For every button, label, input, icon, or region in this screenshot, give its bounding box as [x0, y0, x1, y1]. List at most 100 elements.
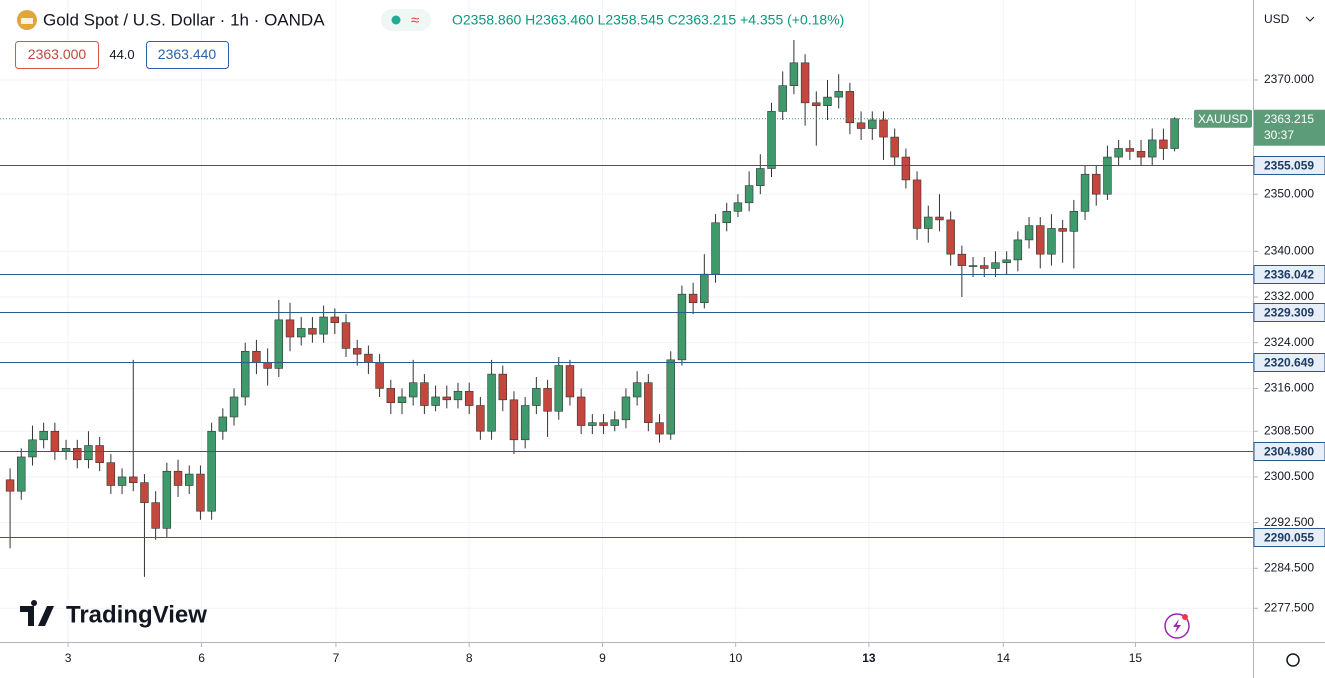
candle-body — [1024, 225, 1034, 241]
candle-body — [498, 373, 507, 401]
candle-body — [756, 168, 765, 186]
candle-body — [364, 353, 373, 363]
candle-body — [252, 350, 261, 363]
y-tick-label: 2316.000 — [1264, 381, 1314, 395]
candle-body — [162, 470, 172, 529]
candle-body — [565, 365, 575, 398]
candle-body — [644, 382, 653, 423]
currency[interactable]: USD — [1264, 12, 1290, 26]
candle-body — [1002, 259, 1011, 264]
y-tick-label: 2332.000 — [1264, 289, 1314, 303]
candle-body — [912, 179, 922, 229]
candle-body — [599, 422, 608, 426]
candle-body — [84, 445, 93, 461]
y-tick-label: 2350.000 — [1264, 186, 1314, 200]
candle-body — [173, 470, 183, 486]
candle-body — [296, 328, 306, 338]
currency-caret — [1305, 16, 1315, 22]
level-label-box — [1253, 528, 1325, 547]
candle-body — [968, 265, 978, 267]
candle-body — [935, 216, 944, 221]
candle-body — [285, 319, 295, 338]
candle-body — [677, 293, 687, 361]
candle-body — [946, 219, 955, 255]
buy-button[interactable] — [146, 41, 229, 69]
candle-body — [487, 373, 496, 432]
candle-body — [632, 382, 642, 398]
candle-body — [957, 253, 967, 266]
corner — [1254, 643, 1325, 678]
level-label: 2336.042 — [1264, 268, 1314, 282]
symbol-logo-bar — [21, 18, 33, 24]
level-label-box — [1253, 442, 1325, 461]
candle-body — [229, 396, 239, 418]
candle-body — [207, 430, 216, 512]
candle-body — [408, 382, 418, 398]
current-price-label: 2363.215 — [1264, 112, 1314, 126]
candle-body — [95, 445, 104, 463]
sell-button[interactable] — [15, 41, 99, 69]
candle-body — [330, 316, 340, 324]
candle-body — [1013, 239, 1023, 261]
candle-body — [1136, 151, 1146, 158]
y-tick-label: 2292.500 — [1264, 515, 1314, 529]
candle-body — [834, 91, 843, 98]
candle-body — [655, 422, 664, 435]
candle-body — [1058, 228, 1067, 232]
sell-price: 2363.000 — [28, 46, 87, 62]
candle-body — [823, 96, 832, 106]
plot — [0, 0, 1253, 642]
candle-body — [722, 211, 731, 224]
candle-body — [856, 122, 866, 129]
ohlc: O2358.860 H2363.460 L2358.545 C2363.215 … — [452, 12, 844, 28]
candle-body — [151, 502, 160, 529]
candle-body — [218, 416, 228, 432]
x-tick-label: 15 — [1129, 651, 1143, 665]
x-tick-label: 8 — [466, 651, 473, 665]
candle-body — [117, 476, 127, 486]
x-tick-label: 3 — [65, 651, 72, 665]
candle-body — [61, 448, 71, 452]
candle-body — [241, 350, 250, 398]
symbol-title: Gold Spot / U.S. Dollar · 1h · OANDA — [43, 10, 325, 29]
candle-body — [1069, 211, 1079, 232]
y-tick-label: 2308.500 — [1264, 423, 1314, 437]
status-pill[interactable] — [381, 9, 431, 31]
candle-body — [185, 473, 194, 486]
candle-body — [341, 322, 351, 349]
candle-body — [868, 119, 877, 129]
candle-body — [543, 388, 552, 412]
candle-body — [576, 396, 586, 426]
candle-body — [196, 473, 205, 512]
candle-body — [901, 156, 911, 181]
candle-body — [1148, 139, 1157, 158]
candle-body — [532, 388, 541, 406]
buy-price: 2363.440 — [158, 46, 217, 62]
settings-button[interactable] — [1286, 653, 1300, 667]
flash-icon — [1173, 619, 1181, 633]
candle-body — [39, 430, 48, 441]
candle-body — [588, 422, 597, 426]
candle-body — [464, 390, 474, 406]
level-label: 2355.059 — [1264, 159, 1314, 173]
candle-body — [476, 405, 485, 432]
y-tick-label: 2300.500 — [1264, 469, 1314, 483]
spread: 44.0 — [109, 47, 134, 62]
candle-body — [1092, 173, 1101, 195]
candle-body — [431, 396, 440, 406]
candle-body — [733, 202, 743, 212]
candle-body — [106, 462, 116, 486]
candle-body — [924, 216, 933, 229]
candle-body — [509, 399, 519, 441]
level-label-box — [1253, 353, 1325, 372]
candle-body — [711, 222, 720, 275]
level-label: 2304.980 — [1264, 445, 1314, 459]
candle-body — [879, 119, 888, 138]
candle-body — [621, 396, 631, 421]
candle-body — [274, 319, 284, 369]
candle-body — [700, 273, 709, 304]
level-label: 2320.649 — [1264, 356, 1314, 370]
y-tick-label: 2277.500 — [1264, 600, 1314, 614]
candle-body — [129, 476, 138, 483]
